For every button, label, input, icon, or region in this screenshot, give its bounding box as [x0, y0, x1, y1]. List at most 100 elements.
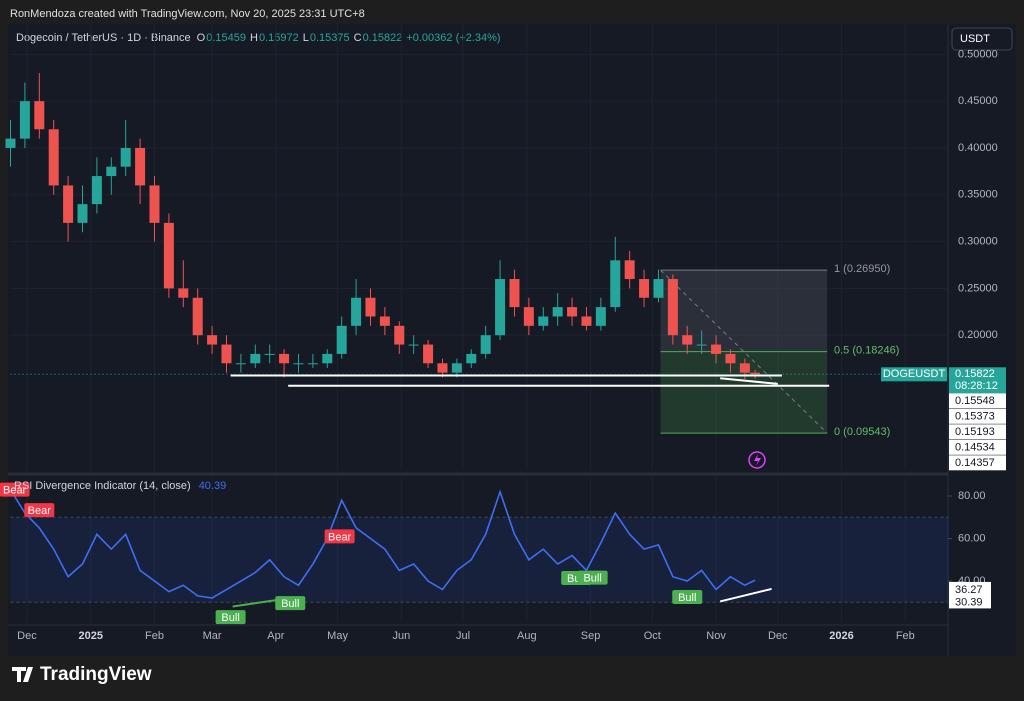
candle-body [149, 185, 160, 223]
candle-body [48, 129, 59, 186]
signal-label: Bear [28, 505, 52, 517]
candle-body [91, 176, 102, 205]
candle-body [610, 260, 621, 308]
price-label-box [949, 455, 1006, 471]
candle-body [221, 344, 232, 364]
attribution: RonMendoza created with TradingView.com,… [10, 8, 365, 20]
price-label: 0.14534 [955, 442, 995, 454]
price-tag-value: 0.15822 [955, 368, 995, 380]
y-tick-label: 60.00 [958, 532, 986, 544]
x-tick-label: May [327, 630, 348, 642]
candle-body [595, 307, 606, 326]
candle-body [106, 166, 117, 177]
rsi-line [9, 489, 756, 599]
price-label-box [949, 408, 1006, 424]
chart-area [8, 24, 1016, 656]
price-change: +0.00362 (+2.34%) [406, 32, 500, 44]
candle-body [394, 325, 405, 345]
level-label: 30.39 [955, 596, 983, 608]
signal-label: Bull [281, 598, 299, 610]
trend-line [720, 377, 778, 385]
candle-body [466, 353, 477, 364]
candle-body [567, 307, 578, 317]
price-label: 0.14357 [955, 457, 995, 469]
x-tick-label: Feb [896, 630, 915, 642]
brand-name: TradingView [40, 664, 152, 685]
symbol-tag [881, 367, 947, 382]
candle-body [135, 147, 146, 186]
candle-body [750, 372, 761, 375]
brand-logo [12, 667, 33, 682]
candle-body [696, 344, 707, 346]
candle-body [77, 204, 88, 223]
ohlc-key: L [303, 32, 309, 44]
signal-label: Bull [221, 612, 239, 624]
indicator-value: 40.39 [199, 480, 227, 492]
y-tick-label: 0.25000 [958, 282, 998, 294]
candle-body [423, 344, 434, 364]
candle-body [682, 335, 693, 345]
candle-body [163, 222, 174, 289]
candle-body [336, 325, 347, 354]
alert-icon[interactable] [748, 451, 766, 469]
candle-body [5, 138, 16, 148]
candle-body [653, 279, 664, 298]
signal-box [275, 596, 306, 611]
candle-body [264, 353, 275, 355]
y-tick-label: 0.30000 [958, 235, 998, 247]
candle-body [250, 353, 261, 364]
signal-label: Bull [583, 573, 601, 585]
candle-body [495, 279, 506, 336]
signal-box [215, 610, 246, 625]
signal-box [324, 529, 355, 544]
candle-body [552, 307, 563, 317]
candle-body [451, 363, 462, 373]
currency-button[interactable] [951, 27, 1013, 51]
candle-body [120, 147, 131, 167]
candle-body [739, 363, 750, 373]
candle-body [63, 185, 74, 223]
y-tick-label: 0.35000 [958, 189, 998, 201]
candle-body [192, 297, 203, 336]
candle-body [279, 353, 290, 364]
price-label: 0.15373 [955, 411, 995, 423]
x-tick-label: Mar [203, 630, 222, 642]
alert-icon-bolt [754, 454, 761, 466]
x-tick-label: Feb [145, 630, 164, 642]
fib-trend [660, 269, 828, 434]
price-label-box [949, 439, 1006, 455]
x-tick-label: Apr [267, 630, 284, 642]
candle-body [307, 363, 318, 365]
signal-label: Bear [3, 485, 27, 497]
price-tag [949, 367, 1006, 394]
candle-body [725, 353, 736, 364]
ohlc-key: O [197, 32, 206, 44]
symbol-tag-label: DOGEUSDT [883, 368, 946, 380]
y-tick-label: 80.00 [958, 490, 986, 502]
candle-body [379, 316, 390, 326]
currency-button-label[interactable]: USDT [960, 33, 990, 45]
candle-body [667, 279, 678, 336]
level-label: 36.27 [955, 584, 983, 596]
ohlc-value: 0.15972 [259, 32, 299, 44]
x-tick-label: Sep [581, 630, 601, 642]
candle-body [207, 335, 218, 345]
level-label-box [949, 581, 991, 596]
ohlc-value: 0.15375 [310, 32, 350, 44]
price-label-box [949, 424, 1006, 440]
signal-box [672, 589, 703, 604]
candle-body [322, 353, 333, 364]
price-label-box [949, 393, 1006, 409]
candle-body [178, 288, 189, 298]
ohlc-value: 0.15459 [206, 32, 246, 44]
signal-box [577, 570, 608, 585]
signal-box [24, 503, 55, 518]
candle-body [19, 101, 30, 139]
x-tick-label: Dec [17, 630, 37, 642]
x-tick-label: Jul [456, 630, 470, 642]
x-tick-label: Aug [517, 630, 537, 642]
candle-body [538, 316, 549, 326]
y-tick-label: 0.40000 [958, 142, 998, 154]
level-label-box [949, 594, 991, 609]
